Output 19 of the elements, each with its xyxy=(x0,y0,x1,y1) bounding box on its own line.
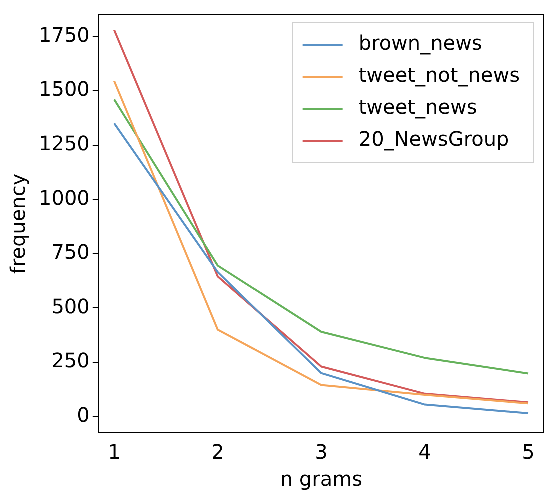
y-tick-label: 250 xyxy=(52,348,90,373)
x-tick-label: 1 xyxy=(108,440,121,464)
x-axis-title: n grams xyxy=(280,467,363,492)
y-tick-label: 1750 xyxy=(38,22,90,47)
x-tick-label: 4 xyxy=(418,440,432,464)
y-tick-label: 1500 xyxy=(38,77,90,102)
x-tick-label: 5 xyxy=(522,440,535,464)
y-tick-label: 1250 xyxy=(38,131,90,156)
legend-label: tweet_not_news xyxy=(358,63,520,88)
x-tick-label: 3 xyxy=(315,440,328,464)
y-axis-title: frequency xyxy=(6,174,30,274)
y-tick-label: 0 xyxy=(77,402,90,427)
legend-label: 20_NewsGroup xyxy=(358,127,510,152)
y-tick-label: 1000 xyxy=(38,186,90,210)
legend-label: tweet_news xyxy=(358,95,478,120)
legend-label: brown_news xyxy=(358,31,482,56)
y-tick-label: 750 xyxy=(52,240,90,264)
x-tick-label: 2 xyxy=(212,440,224,464)
y-tick-label: 500 xyxy=(52,294,90,318)
